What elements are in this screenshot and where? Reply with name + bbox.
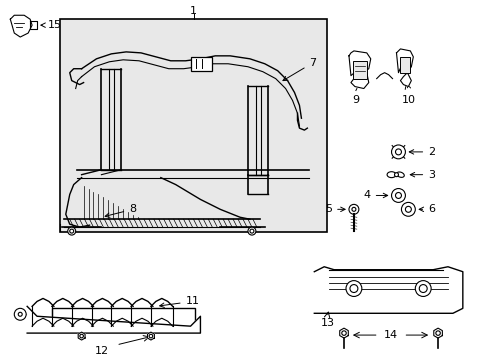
Circle shape [14, 309, 26, 320]
Circle shape [68, 227, 76, 235]
Text: 5: 5 [325, 204, 345, 214]
Circle shape [401, 202, 414, 216]
Circle shape [394, 173, 398, 177]
Circle shape [346, 280, 361, 297]
Text: 11: 11 [160, 296, 199, 307]
Text: 10: 10 [401, 95, 414, 105]
Circle shape [247, 227, 255, 235]
Text: 4: 4 [363, 190, 387, 201]
Ellipse shape [386, 172, 395, 177]
Circle shape [414, 280, 430, 297]
Polygon shape [433, 328, 442, 338]
Ellipse shape [396, 172, 404, 177]
Bar [52, 309, 195, 328]
Bar [352, 61, 366, 78]
Text: 15: 15 [41, 20, 62, 30]
Text: 2: 2 [408, 147, 434, 157]
Bar [400, 57, 409, 73]
Polygon shape [348, 51, 370, 89]
Text: 7: 7 [283, 58, 316, 81]
Polygon shape [27, 306, 200, 333]
Polygon shape [339, 328, 347, 338]
Text: 3: 3 [409, 170, 434, 180]
Text: 8: 8 [105, 204, 136, 217]
Polygon shape [10, 15, 32, 37]
Bar [60, 19, 326, 232]
Polygon shape [30, 21, 37, 29]
Circle shape [348, 204, 358, 214]
Polygon shape [314, 267, 462, 313]
Text: 9: 9 [352, 95, 359, 105]
Polygon shape [78, 332, 85, 340]
Circle shape [391, 189, 405, 202]
Text: 6: 6 [418, 204, 434, 214]
Polygon shape [147, 332, 154, 340]
Bar [190, 57, 212, 71]
Text: 13: 13 [321, 318, 335, 328]
Text: 14: 14 [383, 330, 397, 340]
Text: 1: 1 [190, 6, 197, 16]
Polygon shape [396, 49, 412, 86]
Circle shape [391, 145, 405, 159]
Text: 12: 12 [94, 346, 108, 356]
